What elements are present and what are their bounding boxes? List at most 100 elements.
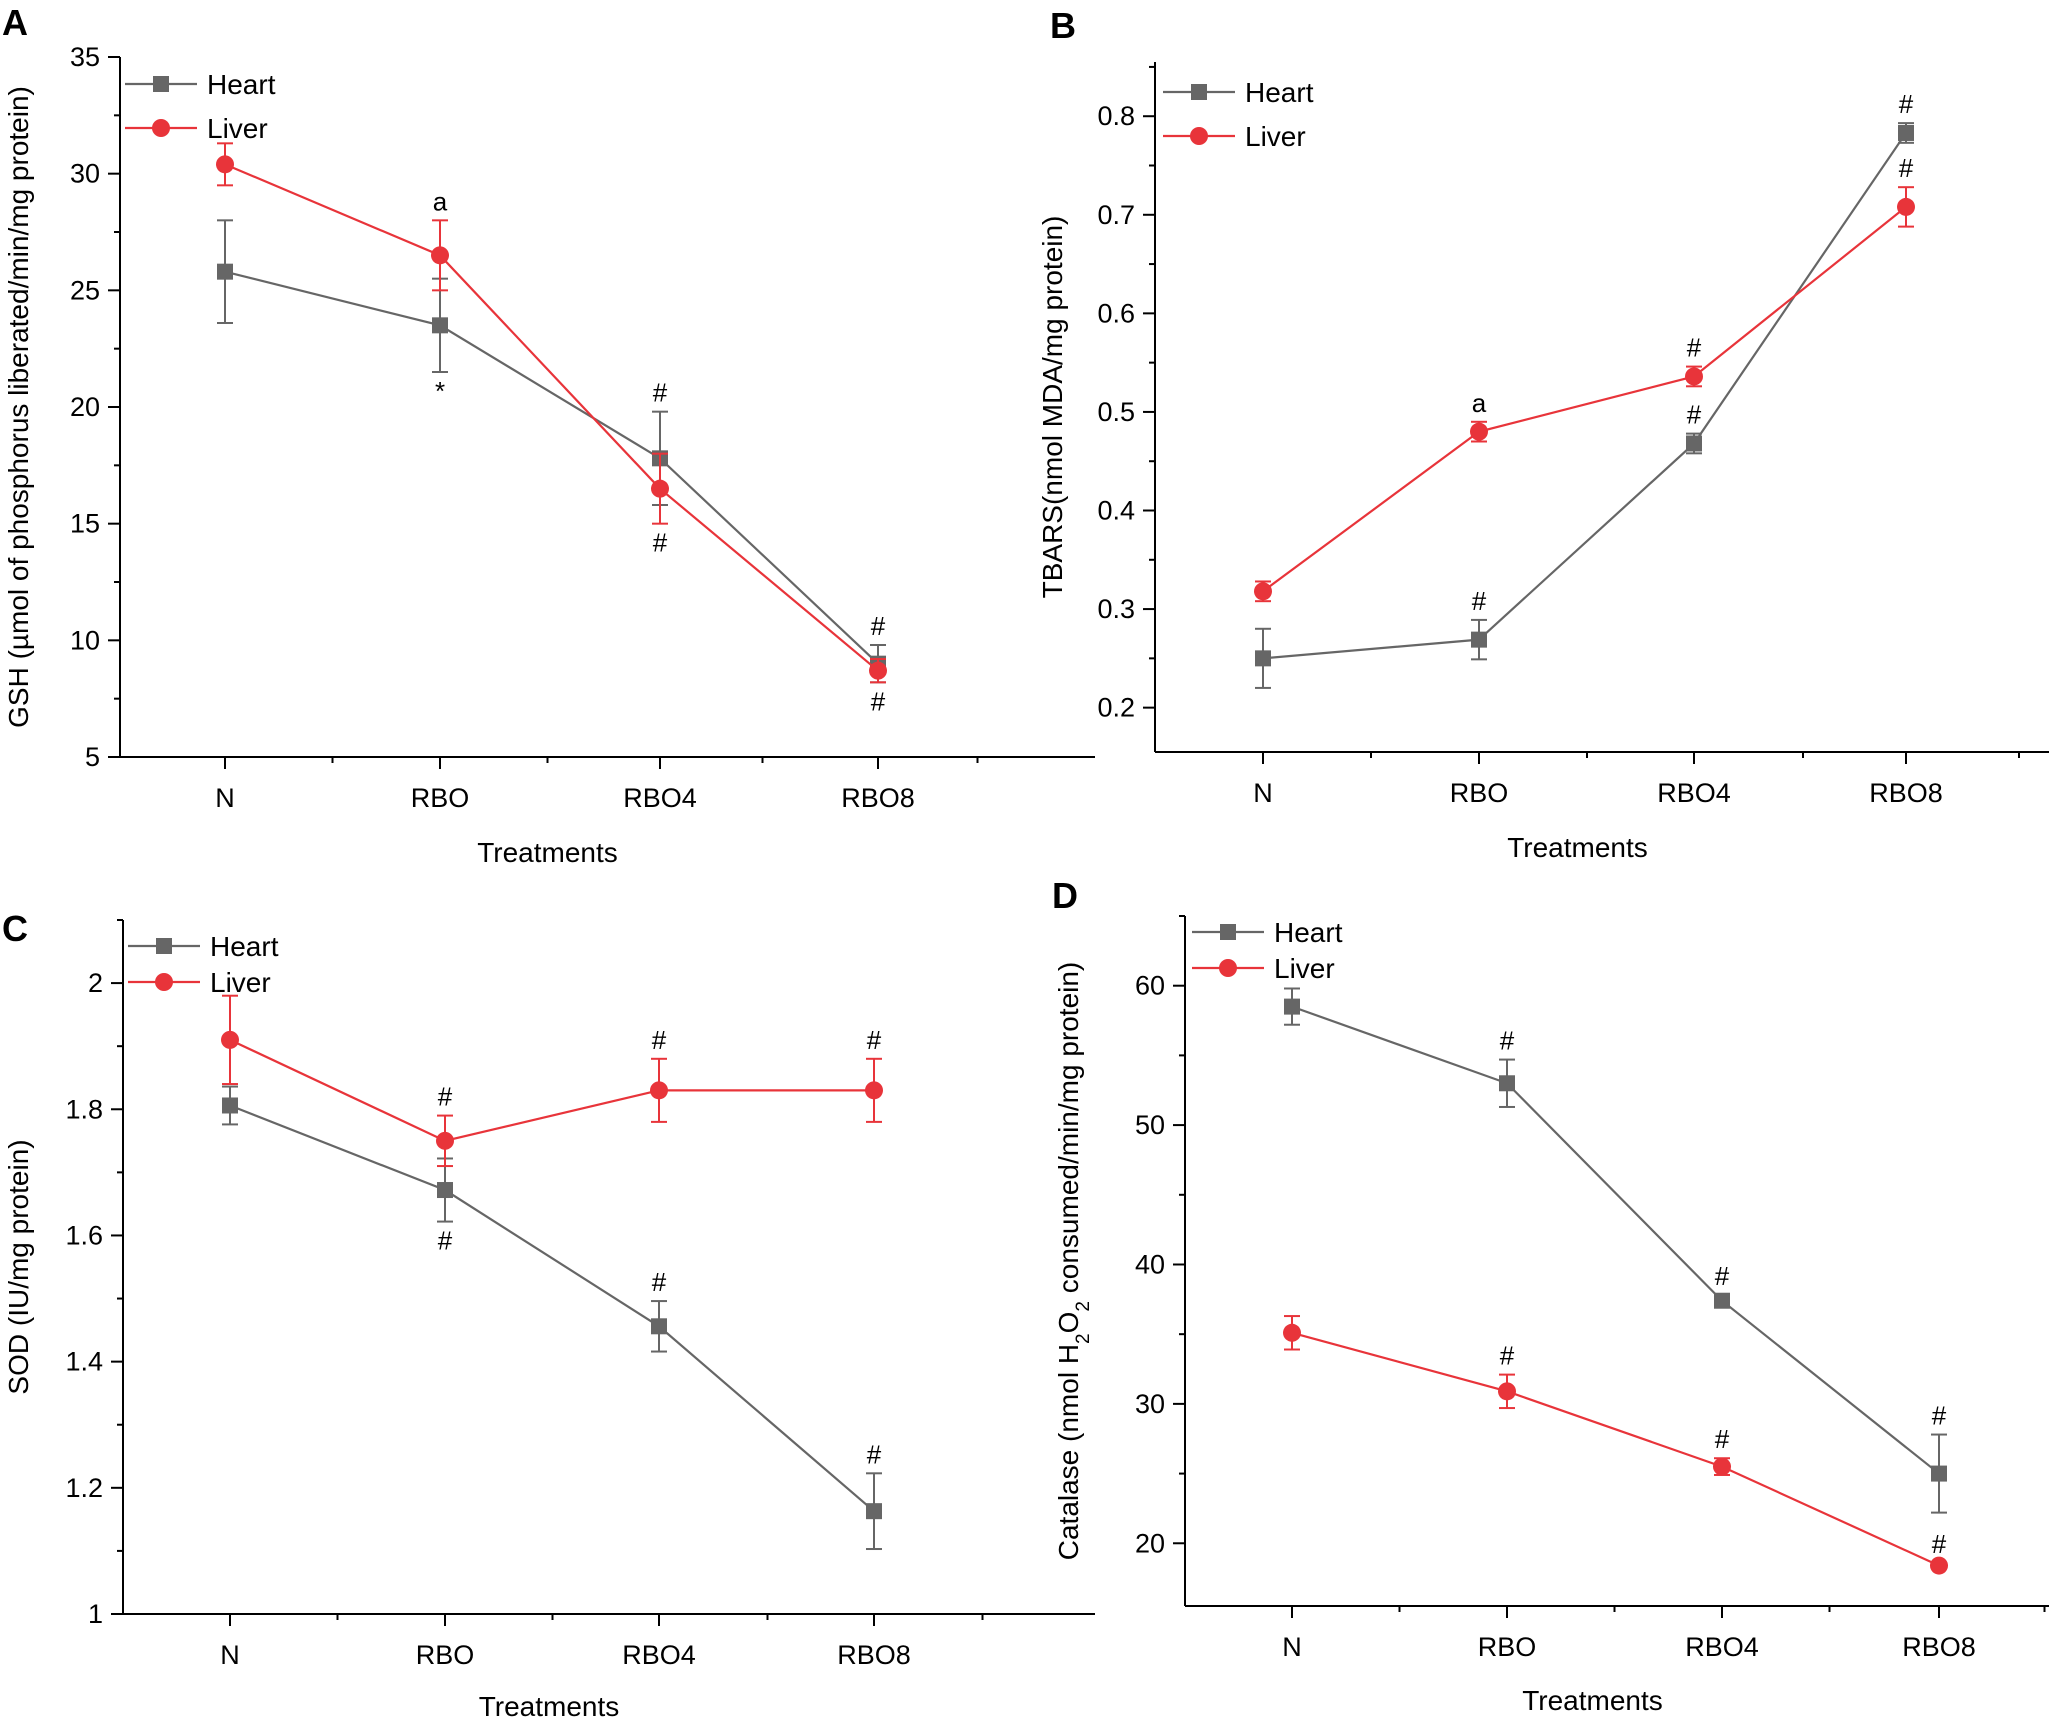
legend: Heart Liver — [128, 931, 279, 998]
x-tick-label: N — [1282, 1632, 1302, 1662]
significance-mark: # — [1500, 1026, 1515, 1056]
x-tick-label: RBO4 — [622, 1640, 696, 1670]
significance-mark: a — [1472, 388, 1487, 418]
data-point — [1898, 124, 1914, 141]
significance-mark: # — [867, 1439, 882, 1469]
series-line — [224, 270, 879, 665]
legend-label: Liver — [1245, 121, 1306, 152]
series-heart: * # # — [217, 219, 886, 684]
y-tick-label: 40 — [1135, 1249, 1165, 1279]
y-tick-label: 50 — [1135, 1110, 1165, 1140]
series-line — [1262, 132, 1907, 660]
legend-label: Heart — [210, 931, 279, 962]
significance-mark: # — [438, 1226, 453, 1256]
significance-mark: # — [652, 1267, 667, 1297]
data-point — [1714, 1292, 1730, 1309]
data-point — [432, 317, 448, 334]
x-tick-label: RBO — [411, 783, 470, 813]
data-point — [1471, 631, 1487, 648]
significance-mark: # — [653, 378, 668, 408]
legend-label: Liver — [207, 113, 268, 144]
x-tick-label: RBO — [416, 1640, 475, 1670]
significance-mark: # — [1687, 400, 1702, 430]
data-point — [650, 1081, 668, 1100]
data-point — [1283, 1323, 1301, 1342]
x-tick-label: RBO — [1450, 778, 1509, 808]
y-axis-title-part: O — [1053, 1312, 1084, 1334]
significance-mark: # — [653, 528, 668, 558]
legend: Heart Liver — [125, 69, 276, 144]
data-point — [1897, 197, 1915, 216]
significance-mark: # — [1687, 333, 1702, 363]
legend-label: Heart — [207, 69, 276, 100]
series-line — [1291, 1005, 1940, 1475]
y-tick-label: 1.6 — [65, 1220, 103, 1250]
series-heart: # # # — [1255, 89, 1914, 689]
significance-mark: # — [1715, 1261, 1730, 1291]
x-tick-label: N — [1253, 778, 1273, 808]
y-tick-label: 25 — [70, 275, 100, 305]
y-tick-label: 1 — [88, 1599, 103, 1629]
legend-label: Heart — [1274, 917, 1343, 948]
legend: Heart Liver — [1163, 77, 1314, 152]
y-tick-label: 0.8 — [1097, 101, 1135, 131]
data-point — [221, 1030, 239, 1049]
legend-marker — [1220, 924, 1236, 940]
y-tick-label: 30 — [1135, 1389, 1165, 1419]
data-point — [1499, 1075, 1515, 1092]
y-tick-label: 30 — [70, 159, 100, 189]
y-tick-label: 0.5 — [1097, 397, 1135, 427]
y-tick-label: 1.8 — [65, 1094, 103, 1124]
panel-label: C — [2, 908, 28, 949]
data-point — [866, 1503, 882, 1520]
series-line — [229, 1038, 874, 1142]
legend-label: Heart — [1245, 77, 1314, 108]
y-tick-label: 0.3 — [1097, 594, 1135, 624]
data-point — [431, 246, 449, 265]
legend-marker — [155, 973, 173, 991]
significance-mark: # — [1500, 1341, 1515, 1371]
data-point — [1255, 650, 1271, 667]
significance-mark: # — [1472, 586, 1487, 616]
y-axis-title-part: SOD (IU/mg protein) — [3, 1139, 34, 1394]
panel-d: D 20 30 40 50 60 N RBO RBO4 RBO8 Treatments Catalas… — [1052, 875, 2049, 1716]
y-tick-label: 1.2 — [65, 1473, 103, 1503]
y-tick-label: 0.6 — [1097, 298, 1135, 328]
panel-c: C 1 1.2 1.4 1.6 1.8 2 N RBO RBO4 RBO8 Treatments SOD… — [2, 908, 1095, 1722]
y-tick-label: 0.2 — [1097, 693, 1135, 723]
legend-marker — [152, 119, 170, 137]
y-axis-title: SOD (IU/mg protein) — [3, 1139, 34, 1394]
y-axis-title-part: Catalase (nmol H — [1053, 1344, 1084, 1560]
data-point — [651, 1318, 667, 1335]
x-tick-label: RBO — [1478, 1632, 1537, 1662]
series-line — [1291, 1331, 1940, 1567]
data-point — [1930, 1556, 1948, 1575]
series-liver: # # # — [221, 994, 883, 1168]
significance-mark: # — [871, 611, 886, 641]
panel-b: B 0.2 0.3 0.4 0.5 0.6 0.7 0.8 N RBO RBO4 RBO8 Treatm… — [1037, 5, 2049, 863]
y-tick-label: 5 — [85, 742, 100, 772]
data-point — [1685, 367, 1703, 386]
data-point — [217, 263, 233, 280]
y-tick-label: 20 — [1135, 1528, 1165, 1558]
x-axis-title: Treatments — [477, 837, 618, 868]
data-point — [1470, 422, 1488, 441]
x-tick-label: RBO8 — [837, 1640, 911, 1670]
data-point — [651, 479, 669, 498]
significance-mark: a — [433, 186, 448, 216]
legend-marker — [1219, 959, 1237, 977]
data-point — [1498, 1382, 1516, 1401]
significance-mark: # — [1932, 1401, 1947, 1431]
data-point — [222, 1097, 238, 1114]
significance-mark: # — [1715, 1424, 1730, 1454]
y-tick-label: 10 — [70, 625, 100, 655]
data-point — [1713, 1457, 1731, 1476]
significance-mark: # — [1932, 1529, 1947, 1559]
x-axis-title: Treatments — [1507, 832, 1648, 863]
panel-label: A — [2, 2, 28, 43]
x-tick-label: N — [220, 1640, 240, 1670]
significance-mark: # — [1899, 89, 1914, 119]
series-line — [224, 163, 879, 672]
y-axis-title-part: 2 — [1073, 1301, 1094, 1312]
